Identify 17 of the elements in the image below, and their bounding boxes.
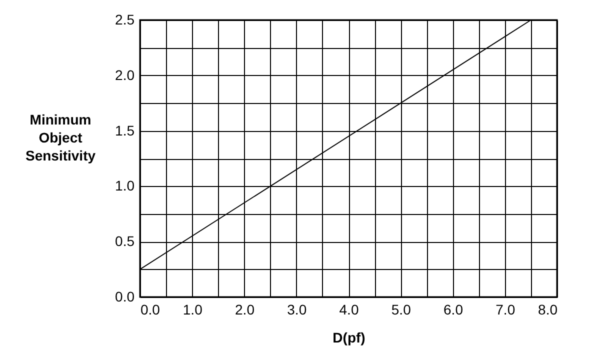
- x-tick-label: 0.0: [140, 302, 160, 318]
- y-tick-label: 1.5: [115, 122, 135, 138]
- y-tick-label: 1.0: [115, 178, 135, 194]
- y-tick-label: 0.5: [115, 233, 135, 250]
- x-axis-title: D(pf): [332, 330, 366, 346]
- x-tick-label: 5.0: [391, 302, 412, 318]
- x-tick-label: 1.0: [182, 302, 203, 318]
- x-tick-label: 3.0: [287, 302, 307, 318]
- x-tick-label: 7.0: [496, 302, 516, 318]
- y-tick-label: 2.5: [115, 12, 135, 28]
- y-axis-title: Minimum Object Sensitivity: [25, 112, 96, 164]
- y-tick-label: 2.0: [115, 66, 135, 83]
- x-tick-label: 4.0: [339, 302, 359, 318]
- x-tick-label: 6.0: [444, 302, 464, 318]
- x-tick-label: 8.0: [538, 302, 558, 318]
- x-tick-label: 2.0: [235, 302, 255, 318]
- y-tick-label: 0.0: [115, 288, 135, 304]
